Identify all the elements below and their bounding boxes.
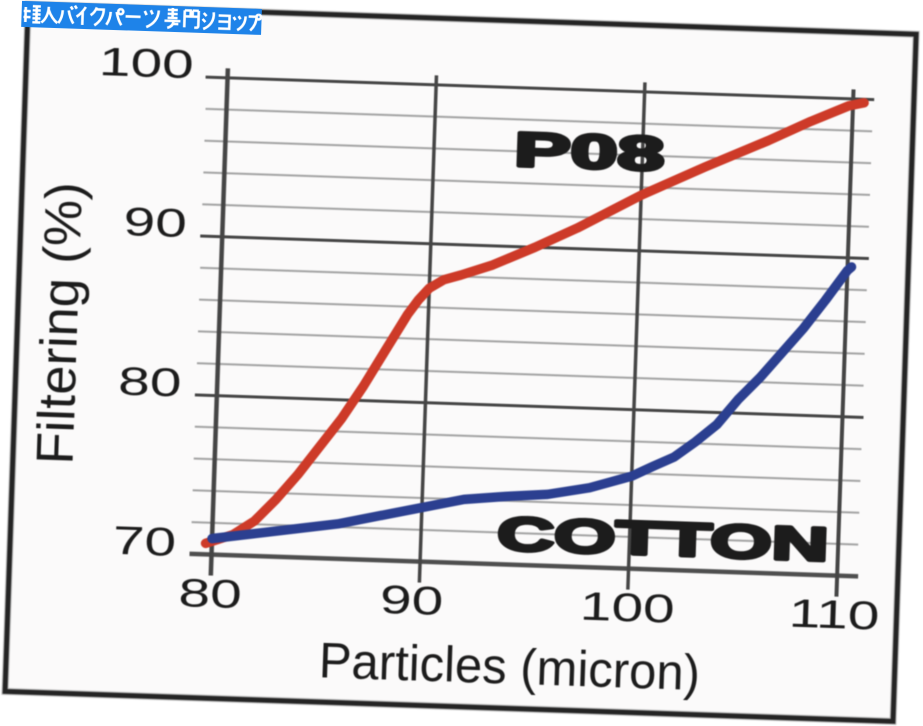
- svg-text:P08: P08: [513, 122, 665, 181]
- svg-text:80: 80: [118, 359, 183, 405]
- svg-text:COTTON: COTTON: [496, 507, 829, 571]
- svg-text:Filtering (%): Filtering (%): [27, 181, 94, 465]
- svg-text:Particles (micron): Particles (micron): [318, 633, 701, 701]
- svg-text:110: 110: [788, 592, 880, 639]
- svg-text:80: 80: [178, 571, 243, 617]
- svg-text:90: 90: [123, 200, 188, 246]
- svg-text:90: 90: [379, 578, 444, 624]
- svg-text:100: 100: [98, 40, 194, 87]
- svg-text:100: 100: [579, 584, 675, 631]
- svg-text:70: 70: [112, 519, 177, 565]
